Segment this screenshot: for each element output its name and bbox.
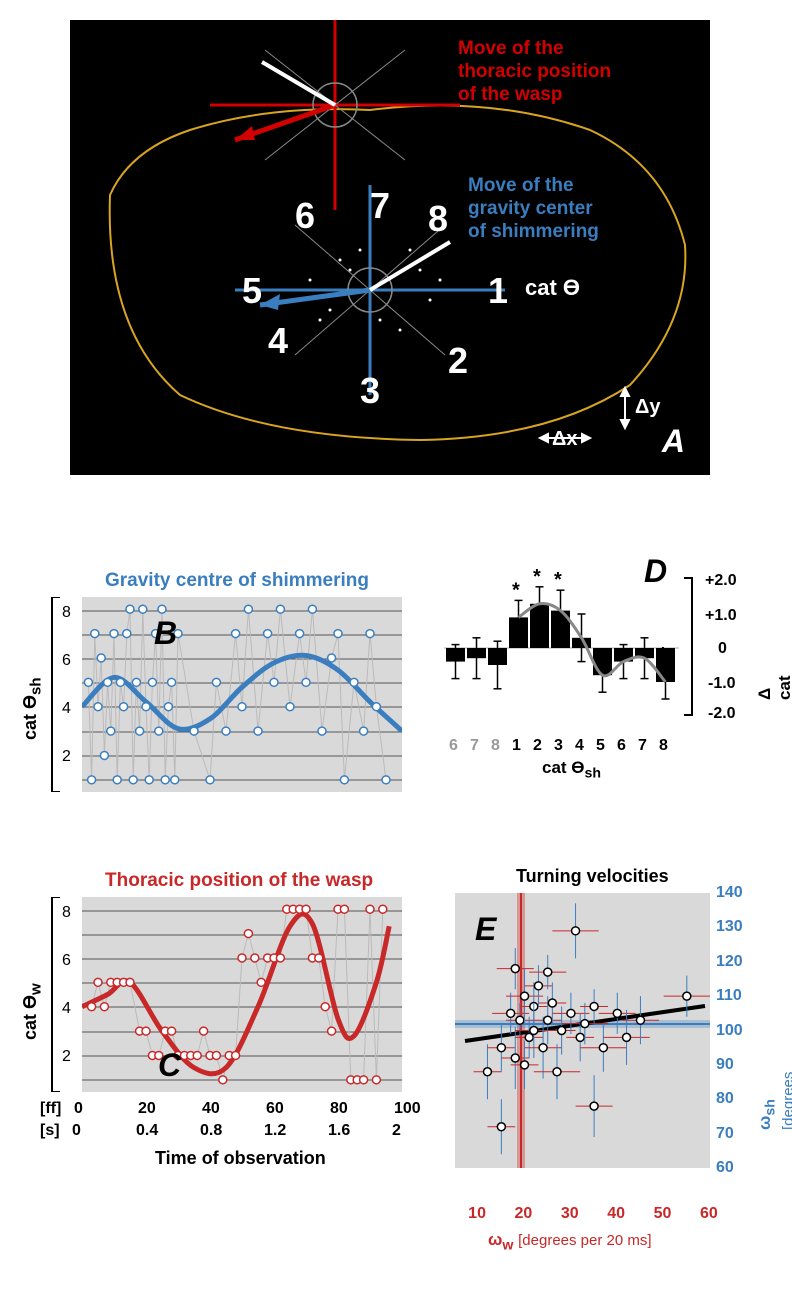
panel-e-title: Turning velocities bbox=[516, 866, 669, 887]
panel-d-label: D bbox=[644, 553, 667, 590]
sector-7: 7 bbox=[370, 185, 390, 227]
d-ylabel: Δ cat Өsh-w bbox=[755, 663, 792, 700]
panel-e-box: E bbox=[455, 893, 710, 1168]
sector-1: 1 bbox=[488, 270, 508, 312]
panel-b-svg bbox=[82, 597, 402, 792]
s-label: [s] bbox=[40, 1122, 60, 1140]
panel-e-label: E bbox=[475, 911, 496, 948]
b-bracket bbox=[50, 597, 62, 792]
panel-a: Move of the thoracic position of the was… bbox=[70, 20, 710, 475]
sector-8: 8 bbox=[428, 198, 448, 240]
ff-label: [ff] bbox=[40, 1100, 61, 1118]
cat-theta: cat Ө bbox=[525, 275, 580, 301]
b-ytick-6: 6 bbox=[62, 652, 71, 670]
panel-c-title: Thoracic position of the wasp bbox=[105, 870, 373, 892]
c-ytick-8: 8 bbox=[62, 904, 71, 922]
panel-b-title: Gravity centre of shimmering bbox=[105, 570, 369, 592]
panel-d: **** D bbox=[444, 560, 744, 740]
panel-d-svg: * * * * bbox=[444, 560, 744, 740]
b-ytick-4: 4 bbox=[62, 700, 71, 718]
e-ylabel: ωsh [degrees per 20 ms] bbox=[755, 1072, 792, 1130]
svg-text:*: * bbox=[659, 644, 667, 666]
blue-annotation: Move of the gravity center of shimmering bbox=[468, 175, 599, 243]
d-yt4: -1.0 bbox=[708, 675, 736, 693]
delta-y: Δy bbox=[635, 396, 661, 419]
panel-b-box: B bbox=[82, 597, 402, 792]
delta-x: Δx bbox=[552, 428, 578, 451]
d-yt3: 0 bbox=[718, 640, 727, 658]
red-annotation: Move of the thoracic position of the was… bbox=[458, 38, 611, 106]
panel-a-label: A bbox=[662, 423, 685, 460]
svg-text:*: * bbox=[533, 566, 541, 588]
sector-2: 2 bbox=[448, 340, 468, 382]
panel-c-label: C bbox=[158, 1047, 181, 1084]
c-ytick-4: 4 bbox=[62, 1000, 71, 1018]
c-xlabel: Time of observation bbox=[155, 1148, 326, 1169]
panel-c-box: C bbox=[82, 897, 402, 1092]
c-ytick-6: 6 bbox=[62, 952, 71, 970]
c-ytick-2: 2 bbox=[62, 1048, 71, 1066]
svg-text:*: * bbox=[512, 579, 520, 601]
d-yt2: +1.0 bbox=[705, 607, 737, 625]
c-bracket bbox=[50, 897, 62, 1092]
panel-a-svg bbox=[70, 20, 710, 475]
b-ylabel: cat Өsh bbox=[20, 677, 45, 740]
panel-c-svg bbox=[82, 897, 402, 1092]
sector-6: 6 bbox=[295, 195, 315, 237]
d-yt1: +2.0 bbox=[705, 572, 737, 590]
red-compass bbox=[210, 20, 460, 210]
sector-3: 3 bbox=[360, 370, 380, 412]
b-ytick-8: 8 bbox=[62, 604, 71, 622]
sector-5: 5 bbox=[242, 270, 262, 312]
panel-b-label: B bbox=[154, 615, 177, 652]
e-xlabel: ωw [degrees per 20 ms] bbox=[488, 1230, 652, 1253]
d-yt5: -2.0 bbox=[708, 705, 736, 723]
c-ylabel: cat Өw bbox=[20, 983, 45, 1040]
sector-4: 4 bbox=[268, 320, 288, 362]
svg-text:*: * bbox=[554, 569, 562, 591]
d-xlabel: cat Өsh bbox=[542, 758, 601, 781]
b-ytick-2: 2 bbox=[62, 748, 71, 766]
